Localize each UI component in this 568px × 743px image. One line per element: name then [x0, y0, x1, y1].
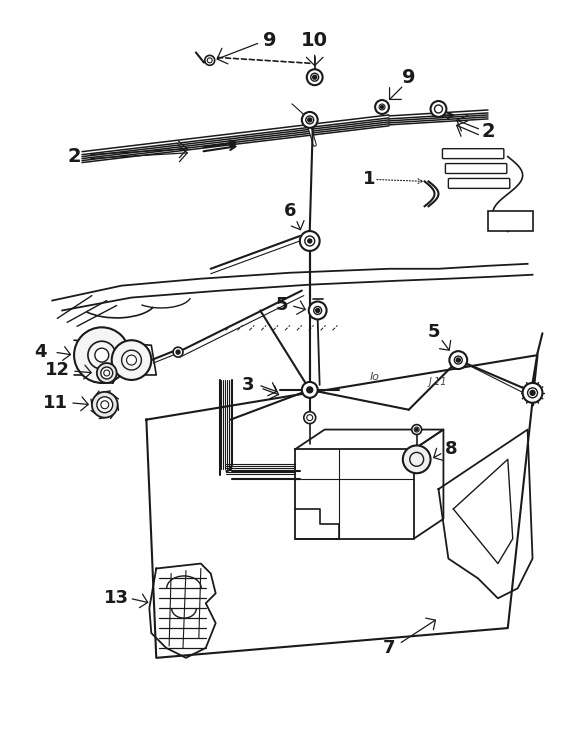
Circle shape — [412, 424, 421, 435]
Text: 4: 4 — [34, 343, 47, 361]
Text: 6: 6 — [283, 202, 296, 220]
Circle shape — [308, 239, 312, 243]
Circle shape — [97, 397, 112, 412]
Circle shape — [416, 429, 418, 431]
Circle shape — [205, 56, 215, 65]
Circle shape — [92, 392, 118, 418]
Circle shape — [307, 387, 313, 393]
Circle shape — [403, 446, 431, 473]
Circle shape — [176, 350, 180, 354]
Text: 13: 13 — [104, 589, 129, 607]
Text: 8: 8 — [445, 441, 458, 458]
Circle shape — [308, 118, 312, 122]
Circle shape — [302, 112, 318, 128]
Circle shape — [173, 347, 183, 357]
Circle shape — [313, 75, 317, 80]
FancyBboxPatch shape — [445, 163, 507, 174]
Text: 12: 12 — [45, 361, 70, 379]
Circle shape — [302, 382, 318, 398]
Text: J 11: J 11 — [429, 377, 447, 387]
Bar — [488, 211, 533, 231]
Text: 7: 7 — [383, 639, 395, 657]
Circle shape — [74, 328, 130, 383]
Circle shape — [530, 390, 535, 395]
Text: 2: 2 — [67, 147, 81, 166]
Circle shape — [307, 69, 323, 85]
Circle shape — [316, 308, 320, 313]
Circle shape — [449, 351, 467, 369]
Circle shape — [101, 367, 112, 379]
Text: 2: 2 — [481, 123, 495, 141]
FancyBboxPatch shape — [442, 149, 504, 158]
Circle shape — [456, 358, 460, 362]
FancyBboxPatch shape — [448, 178, 509, 189]
Circle shape — [381, 106, 383, 108]
Text: 3: 3 — [242, 376, 254, 394]
Text: 11: 11 — [43, 394, 68, 412]
Text: 9: 9 — [264, 31, 277, 50]
Circle shape — [95, 348, 108, 362]
Circle shape — [523, 383, 542, 403]
Circle shape — [431, 101, 446, 117]
Circle shape — [112, 340, 151, 380]
Text: 1: 1 — [363, 170, 375, 189]
Circle shape — [300, 231, 320, 251]
Text: lo: lo — [369, 372, 379, 382]
Text: 5: 5 — [276, 296, 289, 314]
Text: 10: 10 — [301, 31, 328, 50]
Circle shape — [127, 355, 136, 365]
Circle shape — [375, 100, 389, 114]
Text: 5: 5 — [427, 323, 440, 341]
Text: 9: 9 — [402, 68, 416, 87]
Circle shape — [309, 302, 327, 319]
Circle shape — [304, 412, 316, 424]
Circle shape — [97, 363, 116, 383]
